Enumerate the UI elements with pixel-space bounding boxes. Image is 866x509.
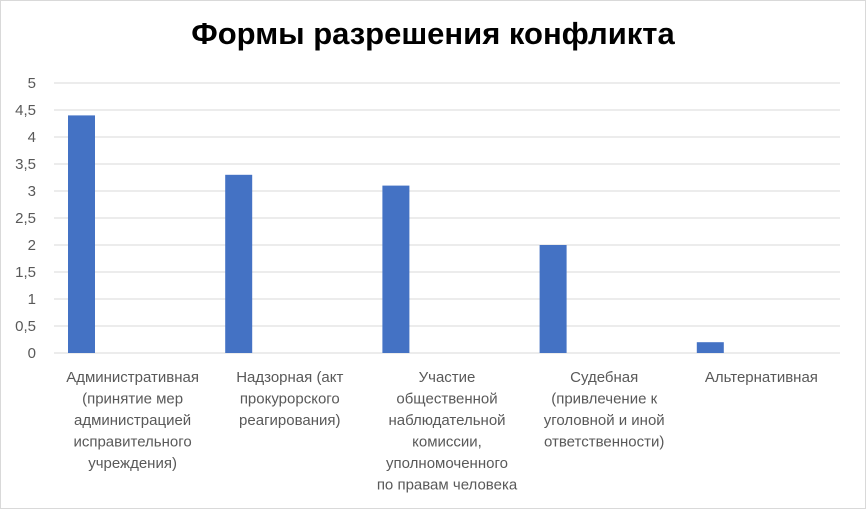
x-category-label-line: уполномоченного — [386, 455, 508, 472]
y-tick-label: 4 — [28, 129, 36, 146]
x-axis-categories: Административная (принятие мер администрац… — [66, 369, 818, 494]
x-category-label-line: учреждения) — [88, 455, 177, 472]
x-category-label-line: реагирования) — [239, 412, 340, 429]
gridlines — [54, 82, 840, 354]
x-category-label-line: уголовной и иной — [544, 412, 665, 429]
chart-title: Формы разрешения конфликта — [191, 16, 675, 51]
x-category-label-line: наблюдательной — [388, 412, 505, 429]
y-tick-label: 5 — [28, 75, 36, 92]
x-category-label-line: по правам человека — [377, 477, 518, 494]
x-category-label-line: исправительного — [73, 434, 191, 451]
y-tick-label: 0 — [28, 345, 36, 362]
x-category-label-line: прокурорского — [240, 391, 340, 408]
bar — [68, 115, 95, 354]
x-category-label: Участие общественной наблюдательной комисси… — [377, 369, 518, 494]
x-category-label-line: Надзорная (акт — [236, 369, 343, 386]
x-category-label: Судебная (привлечение к уголовной и иной от… — [544, 369, 665, 451]
x-category-label-line: (принятие мер — [82, 391, 183, 408]
x-category-label-line: комиссии, — [412, 434, 482, 451]
y-tick-label: 1 — [28, 291, 36, 308]
x-category-label-line: Административная — [66, 369, 199, 386]
x-category-label: Административная (принятие мер администрац… — [66, 369, 199, 472]
bar — [225, 174, 253, 353]
bar — [696, 342, 724, 353]
x-category-label-line: Участие — [419, 369, 476, 386]
y-tick-label: 0,5 — [15, 318, 36, 335]
x-category-label-line: Судебная — [570, 369, 638, 386]
x-category-label-line: (привлечение к — [551, 391, 657, 408]
x-category-label: Надзорная (акт прокурорского реагирования) — [236, 369, 343, 429]
bars — [68, 115, 724, 354]
y-tick-label: 3 — [28, 183, 36, 200]
y-tick-label: 4,5 — [15, 102, 36, 119]
y-tick-label: 1,5 — [15, 264, 36, 281]
bar — [382, 185, 410, 353]
y-axis-ticks: 0 0,5 1 1,5 2 2,5 3 3,5 4 4,5 5 — [15, 75, 36, 362]
y-tick-label: 3,5 — [15, 156, 36, 173]
x-category-label-line: администрацией — [74, 412, 191, 429]
y-tick-label: 2 — [28, 237, 36, 254]
x-category-label: Альтернативная — [705, 369, 818, 386]
x-category-label-line: Альтернативная — [705, 369, 818, 386]
x-category-label-line: общественной — [396, 391, 497, 408]
x-category-label-line: ответственности) — [544, 434, 664, 451]
bar — [539, 245, 567, 353]
y-tick-label: 2,5 — [15, 210, 36, 227]
